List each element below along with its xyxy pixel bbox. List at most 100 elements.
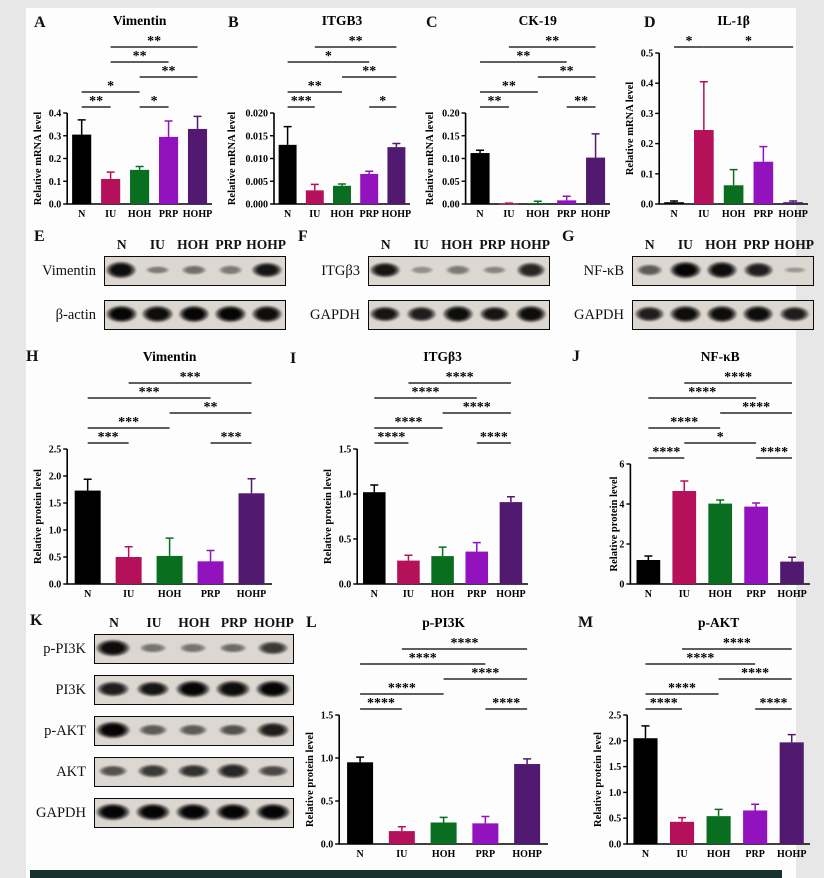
bar-HOHP bbox=[187, 128, 208, 204]
x-tick-label-HOH: HOH bbox=[431, 589, 455, 600]
y-tick-label: 0.00 bbox=[442, 200, 460, 211]
lane-label-N: N bbox=[644, 237, 655, 252]
y-axis-label: Relative mRNA level bbox=[425, 112, 436, 205]
sig-stars-N-PRP: **** bbox=[688, 385, 716, 400]
error-bar-PRP bbox=[206, 549, 215, 562]
blot-row-PI3K: PI3K bbox=[28, 675, 300, 705]
error-bar-IU bbox=[106, 171, 115, 179]
sig-stars-N-IU: **** bbox=[650, 696, 678, 711]
blot-band-PRP bbox=[215, 803, 251, 821]
bar-HOH bbox=[723, 185, 744, 204]
chart-svg-h: Vimentin 0.0 0.5 1.0 1.5 2.0 2.5 Relative prote… bbox=[33, 349, 272, 600]
blot-row-label: Vimentin bbox=[42, 263, 96, 279]
bar-PRP bbox=[197, 561, 224, 584]
panel-c-ck19-mrna-chart: C CK-19 0.00 0.05 0.10 0.15 0.20 Relative mRNA… bbox=[422, 12, 620, 230]
blot-row-label: β-actin bbox=[55, 307, 96, 323]
y-axis-label: Relative protein level bbox=[323, 469, 334, 564]
sig-stars-N-HOH: ** bbox=[308, 79, 322, 94]
panel-f-itgb3-westernblot: F N IU HOH PRP HOHP ITGβ3 GAPDH bbox=[294, 228, 556, 346]
sig-stars-HOH-HOHP: **** bbox=[741, 666, 769, 681]
chart-title: ITGB3 bbox=[322, 13, 363, 28]
x-tick-label-HOHP: HOHP bbox=[237, 589, 266, 600]
blot-band-HOH bbox=[178, 643, 208, 653]
y-axis-label: Relative mRNA level bbox=[625, 82, 636, 175]
y-tick-label: 1.0 bbox=[321, 754, 334, 765]
lane-labels: N IU HOH PRP HOHP bbox=[104, 236, 286, 254]
y-tick-label: 2 bbox=[619, 540, 624, 551]
error-bar-HOH bbox=[338, 183, 346, 186]
sig-stars-HOH-HOHP: ** bbox=[162, 64, 176, 79]
error-bar-IU bbox=[397, 826, 406, 832]
x-tick-label-PRP: PRP bbox=[476, 849, 495, 860]
panel-letter-c: C bbox=[426, 14, 438, 31]
bar-HOH bbox=[706, 816, 731, 844]
error-bar-PRP bbox=[365, 170, 374, 174]
blot-band-PRP bbox=[217, 265, 244, 275]
panel-k-pi3k-akt-westernblot: K N IU HOH PRP HOHP p-PI3K PI3K p-AKT AKT GAPDH bbox=[28, 612, 300, 868]
lane-label-HOHP: HOHP bbox=[246, 237, 286, 252]
sig-stars-N-HOH: **** bbox=[670, 415, 698, 430]
x-tick-label-IU: IU bbox=[698, 209, 709, 220]
bar-HOHP bbox=[387, 147, 406, 204]
blot-band-HOHP bbox=[255, 721, 291, 739]
bottom-edge-bar bbox=[30, 870, 782, 878]
error-bar-HOHP bbox=[787, 733, 796, 743]
y-tick-label: 0.005 bbox=[246, 177, 269, 188]
lane-label-PRP: PRP bbox=[215, 237, 242, 252]
sig-stars-HOH-HOHP: **** bbox=[742, 400, 770, 415]
y-tick-label: 1.0 bbox=[339, 490, 352, 501]
blot-band-N bbox=[635, 264, 663, 276]
panel-l-ppi3k-protein-chart: L p-PI3K 0.0 0.5 1.0 1.5 Relative protein lev… bbox=[302, 614, 558, 870]
y-tick-label: 0.2 bbox=[641, 139, 654, 150]
x-tick-label-PRP: PRP bbox=[159, 209, 178, 220]
x-tick-label-N: N bbox=[642, 849, 650, 860]
bar-IU bbox=[388, 831, 415, 844]
blot-band-HOHP bbox=[255, 680, 291, 698]
bar-IU bbox=[101, 178, 121, 204]
sig-stars-N-HOH: *** bbox=[118, 415, 139, 430]
y-tick-label: 0.0 bbox=[339, 580, 352, 591]
lane-label-IU: IU bbox=[413, 237, 429, 252]
sig-stars-IU-HOHP: **** bbox=[724, 370, 752, 385]
blot-row-label: GAPDH bbox=[36, 805, 86, 821]
bar-N bbox=[278, 144, 297, 204]
panel-m-pakt-protein-chart: M p-AKT 0.0 0.5 1.0 1.5 2.0 2.5 Relative protei… bbox=[578, 614, 820, 870]
bar-IU bbox=[669, 821, 695, 844]
error-bar-HOH bbox=[135, 165, 144, 170]
lane-label-IU: IU bbox=[149, 237, 165, 252]
chart-svg-b: ITGB3 0.000 0.005 0.010 0.015 0.020 Relative m… bbox=[227, 13, 411, 220]
error-bar-IU bbox=[699, 80, 708, 131]
sig-stars-HOH-HOHP: **** bbox=[471, 666, 499, 681]
sig-stars-PRP-HOHP: **** bbox=[760, 445, 788, 460]
y-tick-label: 2.0 bbox=[49, 472, 62, 483]
x-tick-label-N: N bbox=[645, 589, 653, 600]
blot-band-IU bbox=[409, 266, 434, 274]
bar-N bbox=[470, 153, 490, 204]
y-tick-label: 1.0 bbox=[49, 526, 62, 537]
bar-PRP bbox=[753, 161, 774, 204]
blot-strip-PI3K bbox=[94, 675, 294, 705]
bar-HOHP bbox=[783, 202, 803, 204]
error-bar-PRP bbox=[562, 195, 571, 201]
blot-band-HOH bbox=[181, 265, 207, 275]
blot-row-GAPDH: GAPDH bbox=[294, 300, 556, 330]
blot-band-PRP bbox=[216, 763, 250, 779]
sig-stars-N-PRP: **** bbox=[412, 385, 440, 400]
bar-N bbox=[636, 560, 661, 584]
sig-stars-N-HOH: **** bbox=[388, 681, 416, 696]
chart-svg-l: p-PI3K 0.0 0.5 1.0 1.5 Relative protein level… bbox=[305, 615, 548, 860]
bar-PRP bbox=[557, 200, 577, 204]
chart-svg-d: IL-1β 0.0 0.1 0.2 0.3 0.4 0.5 Relative mRNA lev… bbox=[625, 13, 808, 220]
blot-band-HOHP bbox=[256, 640, 290, 656]
panel-letter-k: K bbox=[30, 612, 43, 629]
x-tick-label-HOHP: HOHP bbox=[512, 849, 541, 860]
y-tick-label: 1.5 bbox=[339, 445, 352, 456]
sig-stars-N-PRP: **** bbox=[686, 651, 714, 666]
sig-stars-HOH-HOHP: ** bbox=[560, 64, 574, 79]
bar-PRP bbox=[472, 823, 499, 844]
y-tick-label: 0.5 bbox=[641, 49, 654, 60]
lane-label-HOH: HOH bbox=[177, 237, 209, 252]
blot-row-GAPDH: GAPDH bbox=[28, 798, 300, 828]
blot-band-PRP bbox=[742, 305, 775, 323]
x-tick-label-IU: IU bbox=[396, 849, 407, 860]
